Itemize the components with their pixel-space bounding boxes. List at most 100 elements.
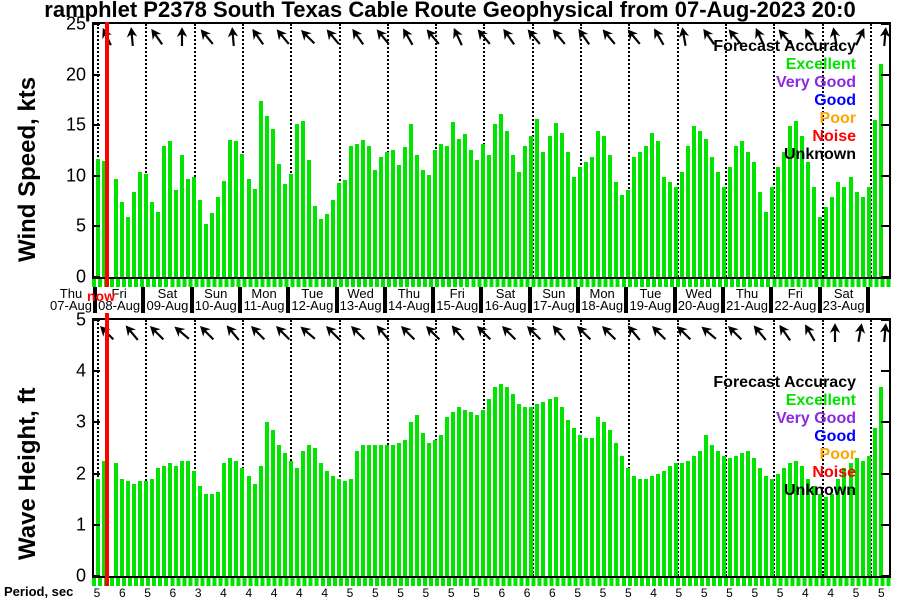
forecast-accuracy-legend: Forecast Accuracy Excellent Very Good Good P… — [713, 374, 856, 500]
forecast-bar — [836, 478, 841, 576]
forecast-bar — [535, 404, 540, 576]
day-date: 10-Aug — [194, 298, 237, 313]
direction-arrow-icon — [826, 323, 844, 343]
y-tick-mark — [881, 23, 889, 25]
forecast-bar — [818, 217, 823, 277]
period-value: 5 — [397, 586, 404, 600]
legend-entry: Very Good — [775, 410, 856, 427]
period-value: 6 — [523, 586, 531, 600]
y-tick-label: 2 — [75, 463, 86, 484]
forecast-bar — [860, 460, 865, 576]
direction-arrow-icon — [144, 24, 170, 50]
forecast-bar — [342, 179, 347, 277]
y-tick-mark — [92, 575, 100, 577]
forecast-bar — [842, 186, 847, 277]
period-value: 5 — [574, 586, 582, 600]
forecast-bar — [222, 463, 227, 576]
forecast-bar — [481, 409, 486, 576]
forecast-bar — [704, 139, 709, 277]
forecast-bar — [637, 478, 642, 576]
day-gridline — [145, 320, 148, 576]
forecast-bar — [258, 100, 263, 277]
direction-arrow-icon — [122, 26, 142, 47]
forecast-bar — [583, 437, 588, 576]
forecast-bar — [246, 178, 251, 277]
direction-arrow-icon — [875, 26, 889, 47]
forecast-bar — [282, 183, 287, 277]
y-tick-mark — [92, 276, 100, 278]
day-gridline — [724, 24, 727, 277]
forecast-bar — [390, 445, 395, 576]
forecast-bar — [782, 468, 787, 576]
forecast-bar — [126, 481, 131, 576]
forecast-bar — [270, 430, 275, 576]
forecast-bar — [836, 181, 841, 277]
forecast-bar — [150, 478, 155, 576]
direction-arrow-icon — [772, 320, 798, 346]
direction-arrow-icon — [219, 320, 246, 346]
forecast-bar — [661, 176, 666, 277]
day-separator-tick — [93, 287, 97, 313]
forecast-bar — [312, 448, 317, 576]
forecast-bar — [872, 427, 877, 576]
period-value: 5 — [422, 586, 430, 600]
forecast-bar — [384, 151, 389, 277]
y-tick-label: 20 — [65, 64, 86, 85]
y-tick-mark — [881, 124, 889, 127]
y-tick-mark — [881, 276, 889, 278]
forecast-bar — [800, 136, 805, 277]
forecast-bar — [276, 445, 281, 576]
forecast-bar — [800, 465, 805, 576]
direction-arrow-icon — [696, 24, 722, 50]
direction-arrow-icon — [797, 320, 823, 346]
forecast-bar — [854, 458, 859, 576]
forecast-bar — [150, 202, 155, 277]
forecast-bar — [306, 445, 311, 576]
direction-arrow-icon — [721, 320, 748, 346]
period-value: 5 — [93, 586, 101, 600]
forecast-bar — [776, 166, 781, 277]
direction-arrow-icon — [445, 320, 472, 346]
forecast-bar — [162, 146, 167, 277]
forecast-bar — [631, 156, 636, 277]
period-value: 5 — [599, 586, 607, 600]
forecast-bar — [457, 407, 462, 576]
day-gridline — [580, 24, 582, 277]
forecast-bar — [318, 463, 323, 576]
forecast-bar — [872, 120, 877, 277]
forecast-bar — [679, 463, 684, 576]
y-tick-mark — [92, 370, 100, 373]
day-separator-tick — [527, 287, 532, 313]
direction-arrow-icon — [470, 24, 497, 50]
day-name: Wed — [347, 286, 374, 301]
direction-arrow-icon — [646, 320, 673, 346]
y-tick-mark — [92, 225, 100, 228]
forecast-bar — [174, 465, 179, 576]
legend-entry: Very Good — [775, 74, 856, 91]
forecast-bar — [216, 491, 221, 576]
period-value: 6 — [549, 586, 556, 600]
forecast-bar — [306, 159, 311, 277]
forecast-bar — [475, 414, 480, 576]
forecast-bar — [144, 481, 149, 576]
forecast-bar — [463, 134, 468, 277]
forecast-bar — [625, 468, 630, 576]
forecast-bar — [559, 133, 564, 277]
forecast-bar — [698, 131, 702, 277]
period-value: 5 — [675, 586, 683, 600]
direction-arrow-icon — [771, 24, 798, 50]
direction-arrow-icon — [395, 24, 421, 50]
period-value: 4 — [270, 586, 278, 600]
day-separator-tick — [334, 287, 339, 313]
direction-arrow-icon — [849, 322, 870, 345]
y-tick-mark — [881, 319, 889, 321]
forecast-bar — [655, 473, 660, 576]
day-label: Wed 13-Aug — [313, 286, 409, 312]
forecast-bar — [445, 146, 450, 277]
forecast-bar — [96, 478, 100, 576]
forecast-bar — [210, 494, 215, 576]
forecast-bar — [571, 427, 576, 576]
direction-arrow-icon — [244, 320, 271, 346]
y-tick-label: 1 — [75, 514, 86, 535]
forecast-bar — [806, 161, 811, 277]
